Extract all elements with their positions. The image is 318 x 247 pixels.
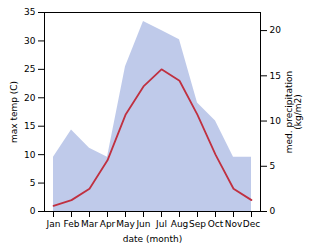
svg-text:10: 10 (270, 116, 282, 126)
svg-text:5: 5 (270, 161, 276, 171)
svg-text:5: 5 (30, 178, 36, 188)
svg-text:Sep: Sep (189, 219, 206, 229)
svg-text:15: 15 (24, 121, 35, 131)
svg-text:Nov: Nov (225, 219, 243, 229)
svg-text:May: May (116, 219, 135, 229)
svg-text:Aug: Aug (171, 219, 189, 229)
svg-text:35: 35 (24, 7, 35, 17)
svg-text:Mar: Mar (81, 219, 98, 229)
svg-text:25: 25 (24, 64, 35, 74)
svg-text:Feb: Feb (64, 219, 80, 229)
svg-text:0: 0 (270, 206, 276, 216)
svg-text:0: 0 (30, 206, 36, 216)
svg-text:Apr: Apr (100, 219, 116, 229)
svg-text:Jul: Jul (155, 219, 167, 229)
svg-text:Oct: Oct (208, 219, 224, 229)
svg-text:Dec: Dec (243, 219, 260, 229)
svg-text:Jan: Jan (46, 219, 61, 229)
svg-text:20: 20 (24, 93, 36, 103)
svg-text:med. precipitation(kg/m2): med. precipitation(kg/m2) (284, 71, 303, 153)
svg-text:Jun: Jun (135, 219, 150, 229)
svg-text:max temp (C): max temp (C) (9, 81, 19, 143)
svg-text:20: 20 (270, 25, 282, 35)
svg-text:30: 30 (24, 36, 36, 46)
svg-text:15: 15 (270, 71, 281, 81)
svg-text:date (month): date (month) (123, 234, 182, 244)
svg-text:10: 10 (24, 150, 36, 160)
